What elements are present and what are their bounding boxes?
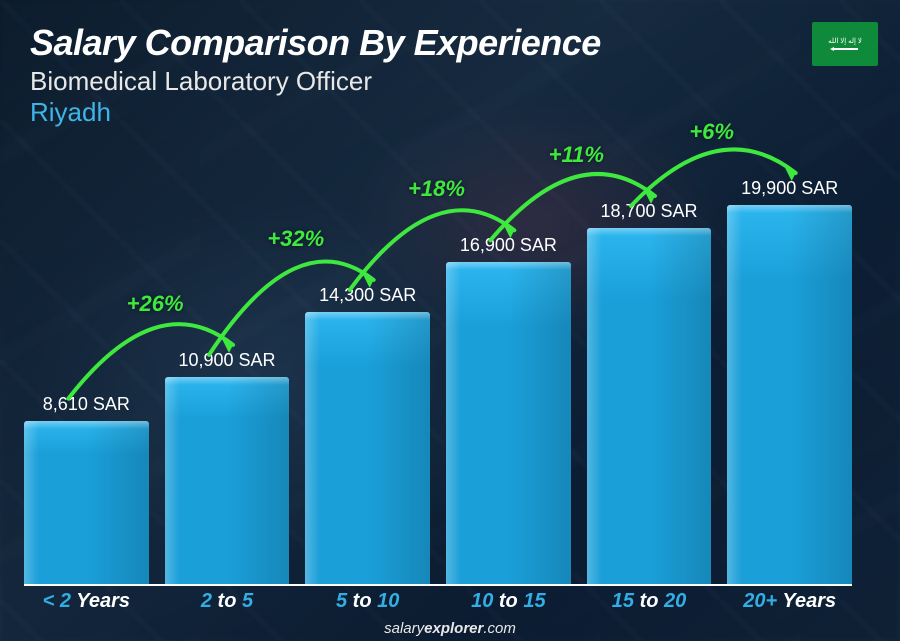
bar xyxy=(587,228,712,585)
x-axis-label: 20+ Years xyxy=(727,590,852,613)
footer-brand: salaryexplorer.com xyxy=(0,620,900,637)
bar-value-label: 19,900 SAR xyxy=(727,178,852,199)
x-axis-label: < 2 Years xyxy=(24,590,149,613)
bar-group: 16,900 SAR xyxy=(446,155,571,585)
x-axis-label: 5 to 10 xyxy=(305,590,430,613)
x-axis-line xyxy=(24,584,852,586)
footer-text-3: .com xyxy=(483,620,516,637)
percent-increase-label: +32% xyxy=(267,226,324,252)
page-title: Salary Comparison By Experience xyxy=(30,22,870,64)
bar-value-label: 14,300 SAR xyxy=(305,285,430,306)
bar-group: 8,610 SAR xyxy=(24,155,149,585)
bar xyxy=(727,205,852,585)
bar xyxy=(305,312,430,585)
bar-value-label: 10,900 SAR xyxy=(165,350,290,371)
bar-group: 14,300 SAR xyxy=(305,155,430,585)
bar-chart: 8,610 SAR 10,900 SAR 14,300 SAR 16,900 SAR 1… xyxy=(24,155,852,585)
flag-emblem-icon: لا إله إلا الله xyxy=(820,32,870,56)
x-axis-label: 10 to 15 xyxy=(446,590,571,613)
country-flag: لا إله إلا الله xyxy=(812,22,878,66)
x-axis-label: 2 to 5 xyxy=(165,590,290,613)
bar-group: 19,900 SAR xyxy=(727,155,852,585)
footer-text-2: explorer xyxy=(424,620,483,637)
footer-text-1: salary xyxy=(384,620,424,637)
percent-increase-label: +6% xyxy=(689,119,734,145)
bar xyxy=(24,421,149,585)
x-axis-label: 15 to 20 xyxy=(587,590,712,613)
x-axis-labels: < 2 Years 2 to 5 5 to 10 10 to 15 15 to 20 20… xyxy=(24,590,852,613)
svg-text:لا إله إلا الله: لا إله إلا الله xyxy=(828,37,862,45)
bar-group: 10,900 SAR xyxy=(165,155,290,585)
bar xyxy=(446,262,571,585)
bar xyxy=(165,377,290,585)
bar-group: 18,700 SAR xyxy=(587,155,712,585)
header: Salary Comparison By Experience Biomedic… xyxy=(30,22,870,128)
job-title: Biomedical Laboratory Officer xyxy=(30,66,870,97)
location: Riyadh xyxy=(30,97,870,128)
percent-increase-label: +11% xyxy=(549,142,604,168)
bar-value-label: 16,900 SAR xyxy=(446,235,571,256)
bar-value-label: 8,610 SAR xyxy=(24,394,149,415)
percent-increase-label: +18% xyxy=(408,176,465,202)
percent-increase-label: +26% xyxy=(127,291,184,317)
bar-value-label: 18,700 SAR xyxy=(587,201,712,222)
